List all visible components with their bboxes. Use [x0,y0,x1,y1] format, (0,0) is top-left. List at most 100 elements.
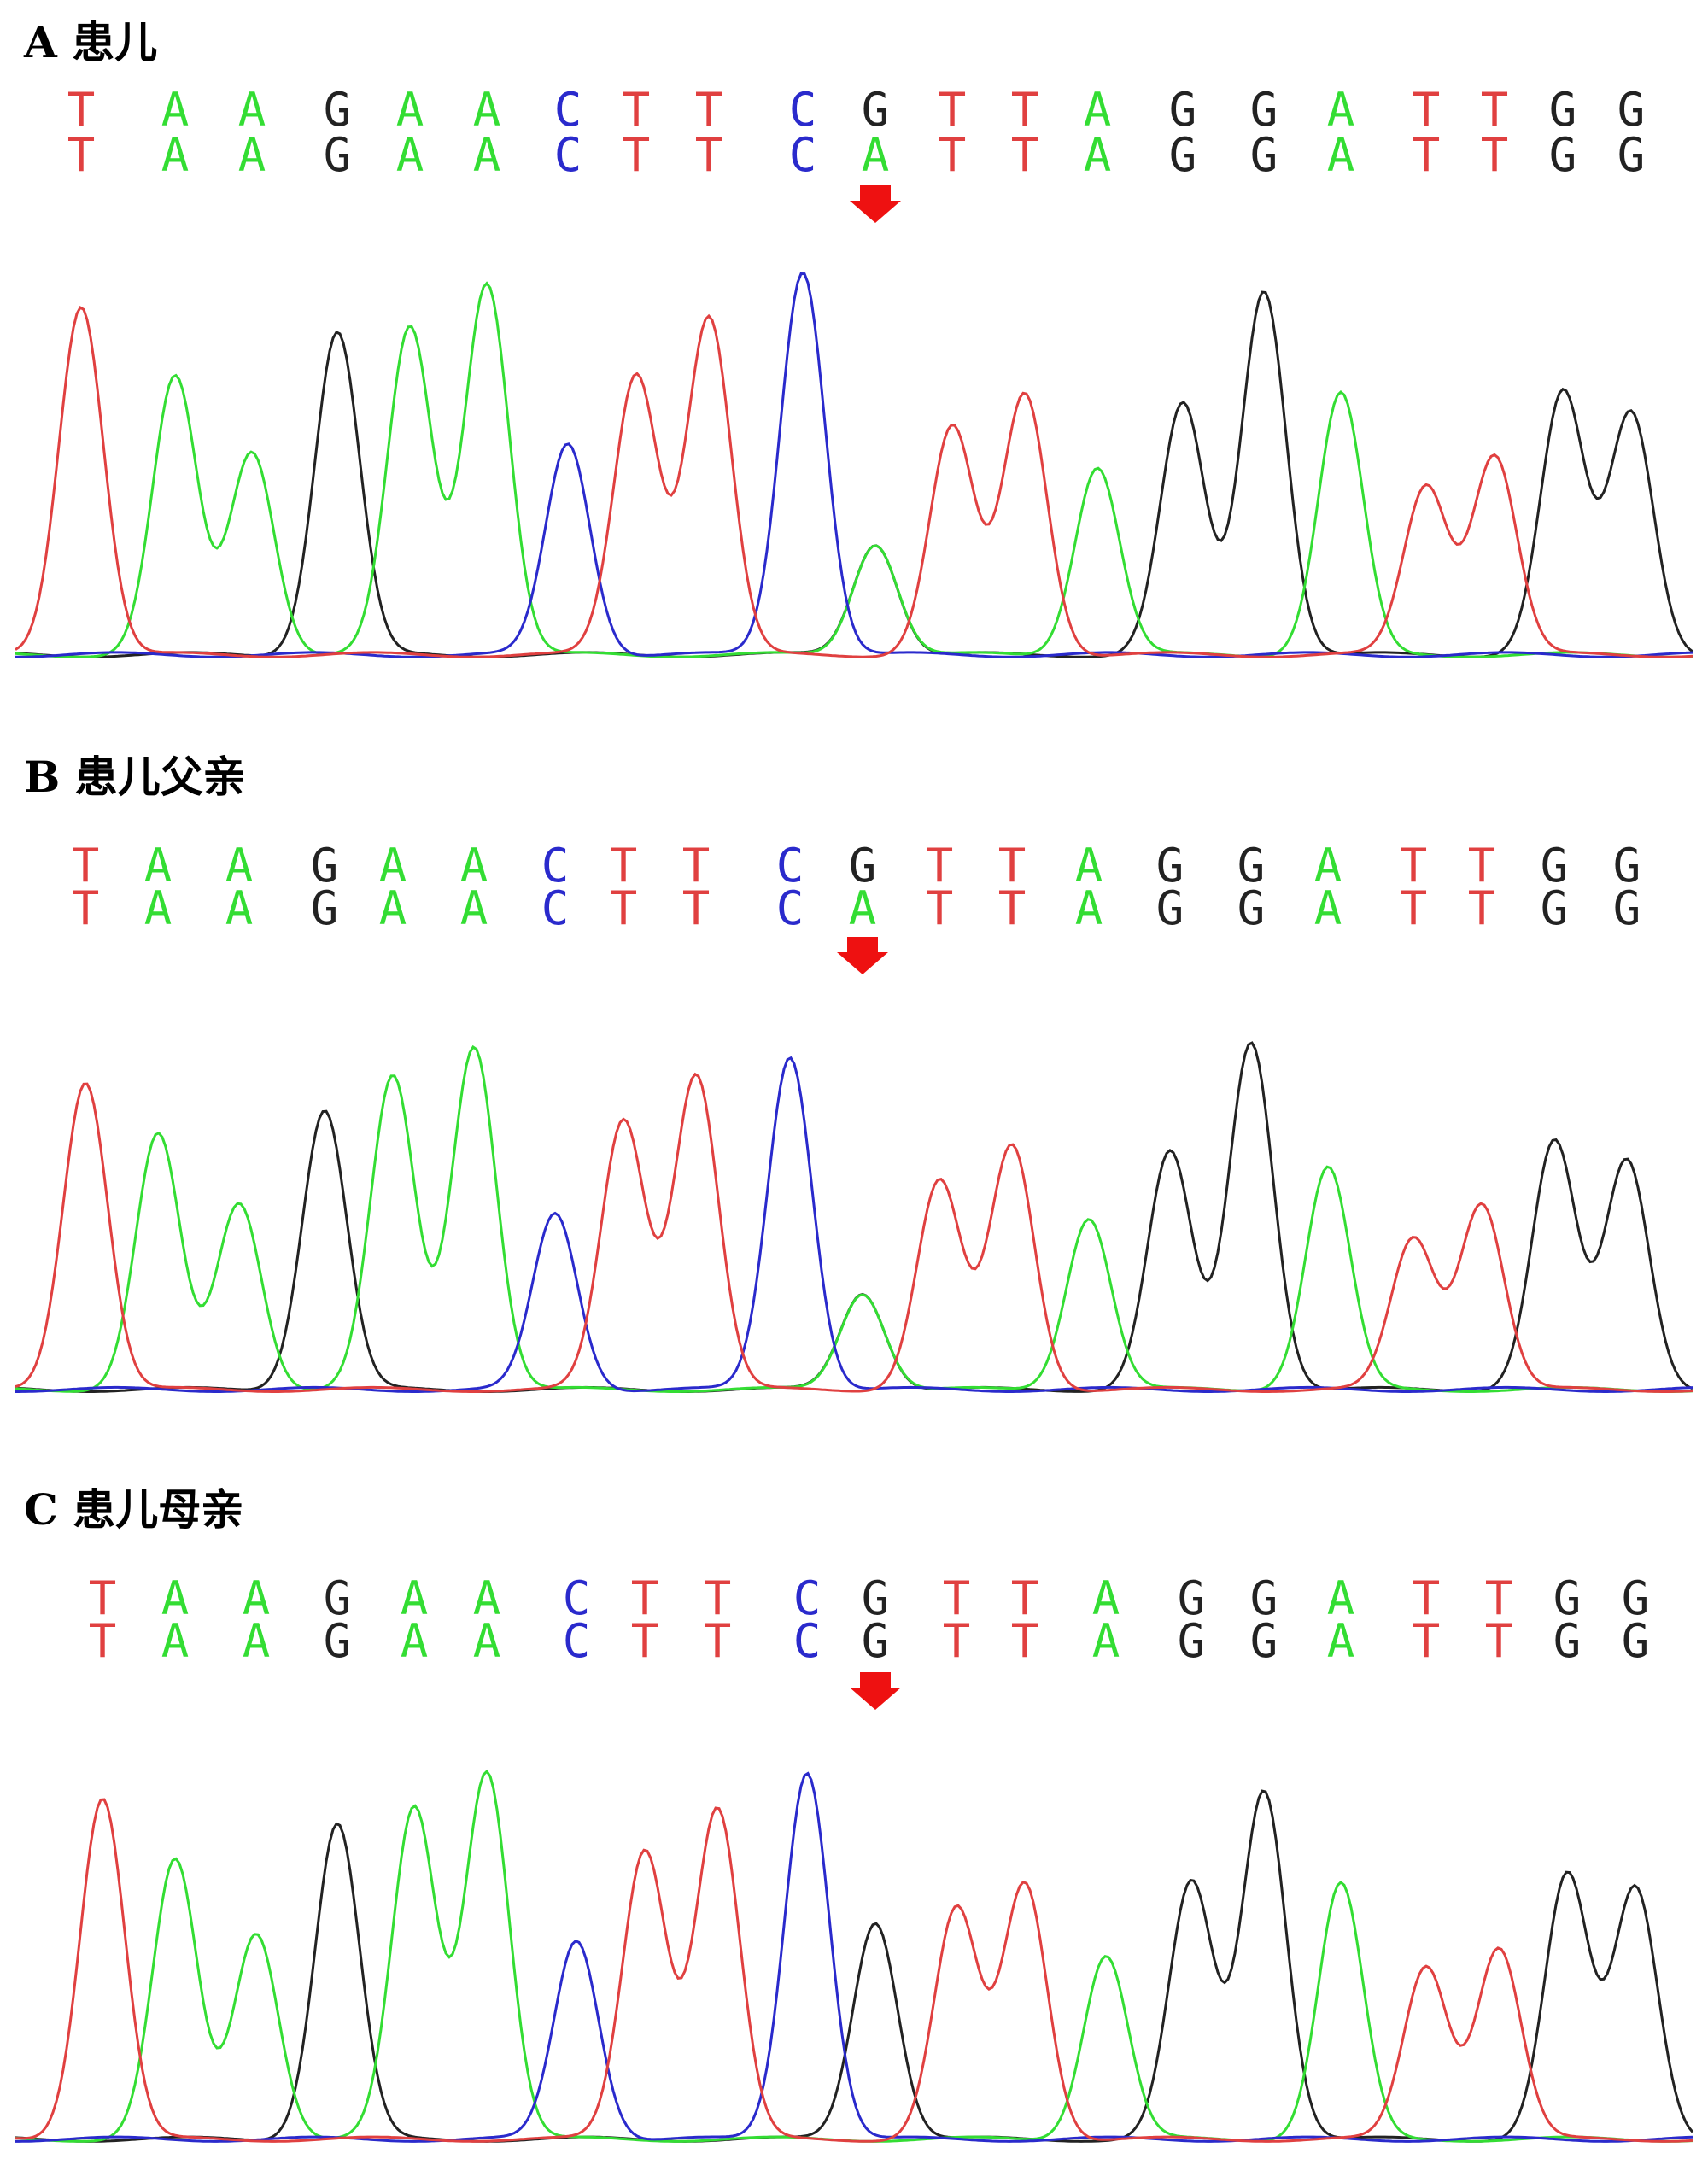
trace-A [15,1769,1693,2143]
trace-C [15,272,1693,658]
base-call: T [630,1571,659,1625]
trace-T [15,306,1693,658]
trace-T [15,1072,1693,1393]
base-call: T [1010,1614,1039,1668]
base-call: T [67,128,96,182]
base-call: G [1621,1571,1650,1625]
base-call: G [1237,839,1266,892]
base-call: T [681,839,711,892]
mutation-arrow-icon [837,937,888,974]
base-call: C [553,128,582,182]
base-call: A [400,1614,429,1668]
base-call: T [622,128,651,182]
base-call: G [1177,1614,1206,1668]
base-call: G [1540,881,1569,935]
base-call: A [472,1614,501,1668]
base-call: T [1412,128,1441,182]
base-call: G [1168,128,1197,182]
trace-G [15,1789,1694,2143]
base-call: C [541,839,570,892]
base-call: A [161,83,190,137]
base-call: A [378,839,407,892]
base-call: A [1326,83,1355,137]
base-call: C [788,83,817,137]
base-call: A [225,839,254,892]
base-call: A [472,1571,501,1625]
base-call: G [1621,1614,1650,1668]
base-call: A [1074,839,1103,892]
base-call: T [622,83,651,137]
base-call: G [323,128,352,182]
base-call: G [1249,128,1278,182]
trace-G [15,1041,1693,1393]
base-call: T [938,83,967,137]
base-call: G [1237,881,1266,935]
base-call: G [1553,1614,1582,1668]
base-call: T [942,1571,971,1625]
trace-C [15,1771,1693,2143]
base-call: T [1010,83,1039,137]
base-call: C [553,83,582,137]
base-call: G [1155,881,1184,935]
base-call: A [1083,128,1112,182]
base-call: G [310,839,339,892]
base-call: T [925,881,954,935]
base-call: A [1326,1614,1355,1668]
base-call: T [67,83,96,137]
base-call: A [225,881,254,935]
base-call: T [1412,1614,1441,1668]
chromatogram-b [15,1041,1693,1393]
base-call: T [1399,881,1428,935]
base-call: T [1467,881,1496,935]
base-call: G [1553,1571,1582,1625]
base-call: T [71,839,100,892]
base-call: A [395,83,424,137]
base-call: T [938,128,967,182]
base-call: T [1412,83,1441,137]
trace-G [15,290,1693,658]
base-call: A [161,1614,190,1668]
base-call: G [1612,839,1641,892]
base-call: C [775,839,804,892]
base-call: A [400,1571,429,1625]
base-call: G [861,1614,890,1668]
base-call: T [88,1571,117,1625]
base-call: T [681,881,711,935]
base-call: G [323,1571,352,1625]
base-call: G [1249,1614,1278,1668]
base-call: T [1467,839,1496,892]
base-call: T [1399,839,1428,892]
base-call: A [395,128,424,182]
base-call: C [562,1614,591,1668]
base-call: G [861,1571,890,1625]
base-call: A [861,128,890,182]
base-call: C [562,1571,591,1625]
base-call: A [459,839,488,892]
base-call: G [323,83,352,137]
base-call: C [793,1571,822,1625]
trace-T [15,1798,1693,2143]
base-call: G [1249,83,1278,137]
base-call: T [1010,128,1039,182]
base-call: T [703,1571,732,1625]
base-call: A [161,128,190,182]
trace-C [15,1056,1693,1393]
base-call: A [242,1571,271,1625]
panel-title-a: A 患儿 [24,17,158,67]
base-call: G [1249,1571,1278,1625]
base-call: A [848,881,877,935]
base-call: T [71,881,100,935]
base-call: G [1617,83,1646,137]
base-call: G [848,839,877,892]
base-call: A [143,881,173,935]
base-call: T [942,1614,971,1668]
base-call: A [1326,128,1355,182]
base-call: T [1412,1571,1441,1625]
trace-A [15,281,1693,658]
base-call: T [1480,128,1509,182]
base-call: A [1091,1571,1120,1625]
mutation-arrow-icon [850,1672,901,1710]
